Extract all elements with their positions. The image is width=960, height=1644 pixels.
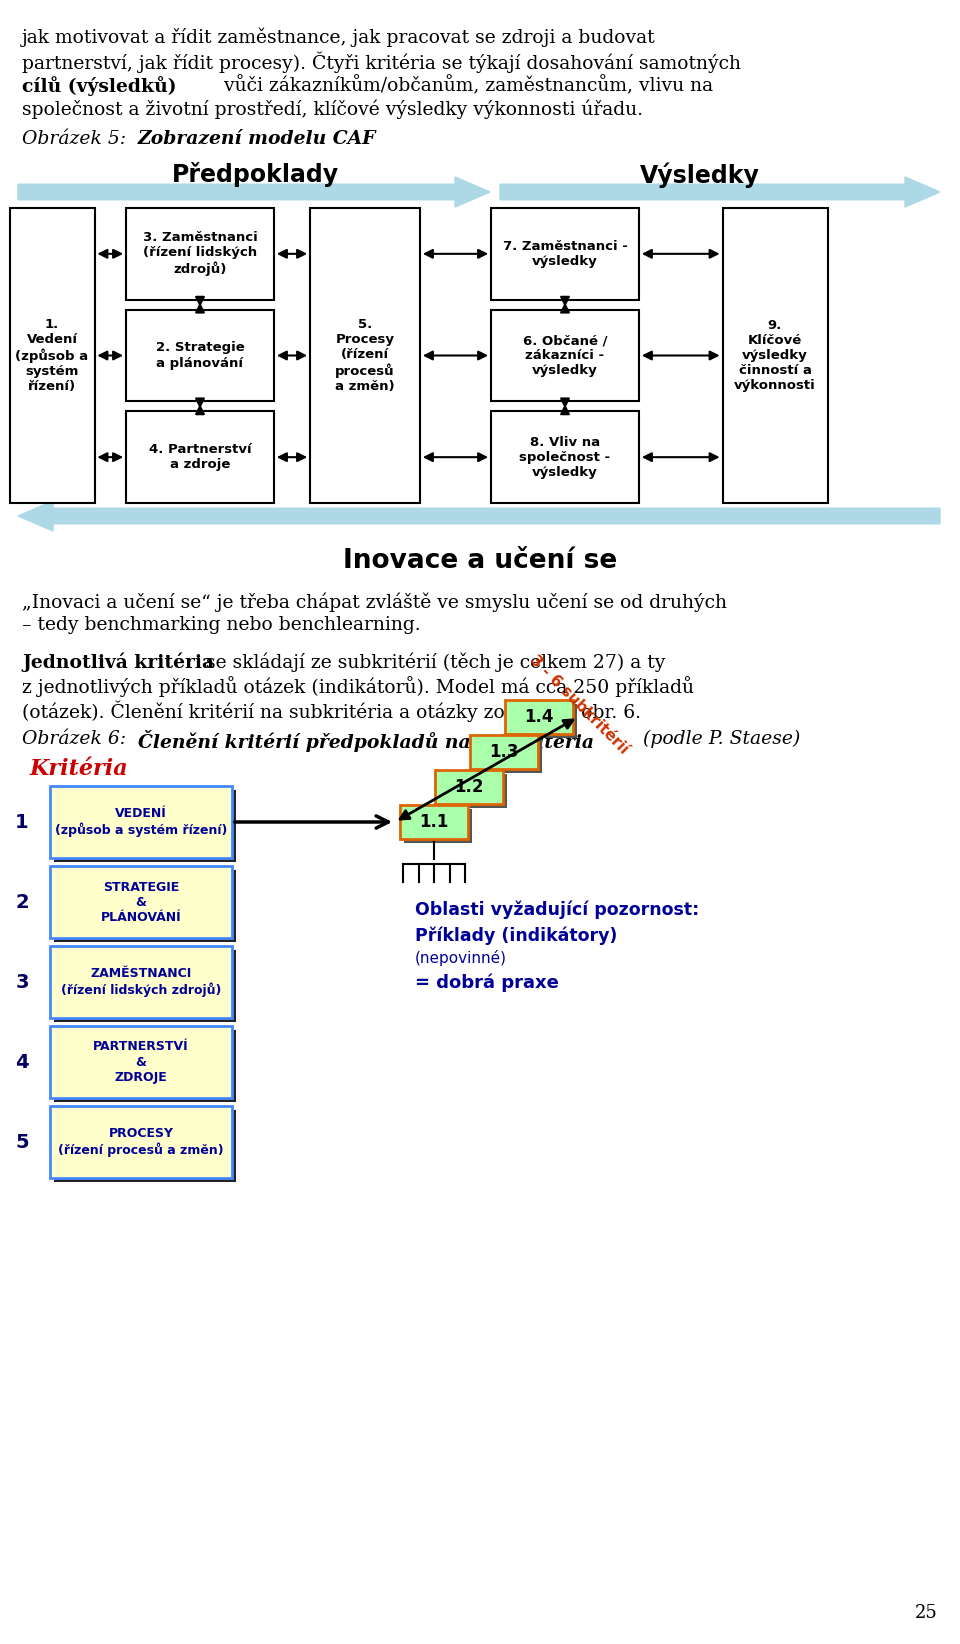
Text: (podle P. Staese): (podle P. Staese) bbox=[637, 730, 801, 748]
Text: jak motivovat a řídit zaměstnance, jak pracovat se zdroji a budovat: jak motivovat a řídit zaměstnance, jak p… bbox=[22, 28, 656, 48]
Text: 7. Zaměstnanci -
výsledky: 7. Zaměstnanci - výsledky bbox=[503, 240, 628, 268]
FancyBboxPatch shape bbox=[50, 786, 232, 858]
FancyBboxPatch shape bbox=[505, 700, 573, 733]
Text: STRATEGIE
&
PLÁNOVÁNÍ: STRATEGIE & PLÁNOVÁNÍ bbox=[101, 881, 181, 924]
FancyBboxPatch shape bbox=[509, 704, 577, 738]
FancyBboxPatch shape bbox=[54, 870, 236, 942]
FancyBboxPatch shape bbox=[491, 309, 639, 401]
FancyBboxPatch shape bbox=[310, 209, 420, 503]
Text: Členění kritérií předpokladů na subkritéria: Členění kritérií předpokladů na subkrité… bbox=[138, 730, 594, 751]
Polygon shape bbox=[18, 501, 940, 531]
Text: 1.3: 1.3 bbox=[490, 743, 518, 761]
FancyBboxPatch shape bbox=[54, 950, 236, 1023]
FancyBboxPatch shape bbox=[470, 735, 538, 769]
Text: (otázek). Členění kritérií na subkritéria a otázky zobrazuje obr. 6.: (otázek). Členění kritérií na subkritéri… bbox=[22, 700, 641, 722]
Text: Obrázek 5:: Obrázek 5: bbox=[22, 130, 132, 148]
FancyBboxPatch shape bbox=[54, 1110, 236, 1182]
FancyBboxPatch shape bbox=[50, 866, 232, 939]
Text: 5: 5 bbox=[15, 1133, 29, 1151]
FancyBboxPatch shape bbox=[50, 1026, 232, 1098]
Text: vůči zákazníkům/občanům, zaměstnancům, vlivu na: vůči zákazníkům/občanům, zaměstnancům, v… bbox=[218, 76, 713, 95]
Text: Výsledky: Výsledky bbox=[640, 163, 760, 187]
FancyBboxPatch shape bbox=[723, 209, 828, 503]
FancyBboxPatch shape bbox=[404, 809, 472, 843]
Text: „Inovaci a učení se“ je třeba chápat zvláště ve smyslu učení se od druhých: „Inovaci a učení se“ je třeba chápat zvl… bbox=[22, 592, 727, 612]
FancyBboxPatch shape bbox=[400, 806, 468, 838]
Text: partnerství, jak řídit procesy). Čtyři kritéria se týkají dosahování samotných: partnerství, jak řídit procesy). Čtyři k… bbox=[22, 53, 741, 74]
Text: 1.2: 1.2 bbox=[454, 778, 484, 796]
FancyBboxPatch shape bbox=[435, 769, 503, 804]
Text: Oblasti vyžadující pozornost:: Oblasti vyžadující pozornost: bbox=[415, 899, 699, 919]
FancyBboxPatch shape bbox=[10, 209, 94, 503]
FancyBboxPatch shape bbox=[50, 1106, 232, 1179]
Text: cílů (výsledků): cílů (výsledků) bbox=[22, 76, 177, 95]
Text: 3 - 6 subkritérií: 3 - 6 subkritérií bbox=[526, 653, 631, 756]
Text: ZAMĚSTNANCI
(řízení lidských zdrojů): ZAMĚSTNANCI (řízení lidských zdrojů) bbox=[60, 967, 221, 996]
Text: 3: 3 bbox=[15, 973, 29, 991]
Polygon shape bbox=[18, 178, 490, 207]
Text: 3. Zaměstnanci
(řízení lidských
zdrojů): 3. Zaměstnanci (řízení lidských zdrojů) bbox=[143, 232, 257, 276]
Text: 4. Partnerství
a zdroje: 4. Partnerství a zdroje bbox=[149, 444, 252, 472]
Text: 1: 1 bbox=[15, 812, 29, 832]
FancyBboxPatch shape bbox=[126, 309, 274, 401]
Text: PARTNERSTVÍ
&
ZDROJE: PARTNERSTVÍ & ZDROJE bbox=[93, 1041, 189, 1083]
Text: – tedy benchmarking nebo benchlearning.: – tedy benchmarking nebo benchlearning. bbox=[22, 616, 420, 635]
FancyBboxPatch shape bbox=[50, 945, 232, 1018]
Text: Kritéria: Kritéria bbox=[30, 758, 129, 779]
Text: Zobrazení modelu CAF: Zobrazení modelu CAF bbox=[138, 130, 376, 148]
Text: = dobrá praxe: = dobrá praxe bbox=[415, 973, 559, 991]
Text: VEDENÍ
(způsob a systém řízení): VEDENÍ (způsob a systém řízení) bbox=[55, 807, 228, 837]
FancyBboxPatch shape bbox=[474, 740, 542, 773]
Text: 4: 4 bbox=[15, 1052, 29, 1072]
FancyBboxPatch shape bbox=[126, 209, 274, 299]
Text: Příklady (indikátory): Příklady (indikátory) bbox=[415, 926, 617, 945]
Text: 2: 2 bbox=[15, 893, 29, 911]
Text: 5.
Procesy
(řízení
procesů
a změn): 5. Procesy (řízení procesů a změn) bbox=[335, 317, 395, 393]
Text: 1.1: 1.1 bbox=[420, 814, 448, 830]
Text: 8. Vliv na
společnost -
výsledky: 8. Vliv na společnost - výsledky bbox=[519, 436, 611, 478]
Text: společnost a životní prostředí, klíčové výsledky výkonnosti úřadu.: společnost a životní prostředí, klíčové … bbox=[22, 100, 643, 120]
FancyBboxPatch shape bbox=[126, 411, 274, 503]
Text: 6. Občané /
zákazníci -
výsledky: 6. Občané / zákazníci - výsledky bbox=[523, 334, 608, 376]
FancyBboxPatch shape bbox=[54, 791, 236, 861]
Text: Jednotlivá kritéria: Jednotlivá kritéria bbox=[22, 653, 214, 671]
Text: 1.
Vedení
(způsob a
systém
řízení): 1. Vedení (způsob a systém řízení) bbox=[15, 317, 88, 393]
Text: se skládají ze subkritérií (těch je celkem 27) a ty: se skládají ze subkritérií (těch je celk… bbox=[200, 653, 665, 671]
FancyBboxPatch shape bbox=[439, 774, 507, 807]
FancyBboxPatch shape bbox=[491, 209, 639, 299]
Text: PROCESY
(řízení procesů a změn): PROCESY (řízení procesů a změn) bbox=[59, 1128, 224, 1157]
Text: (nepovinné): (nepovinné) bbox=[415, 950, 507, 967]
Text: 2. Strategie
a plánování: 2. Strategie a plánování bbox=[156, 342, 245, 370]
Text: Obrázek 6:: Obrázek 6: bbox=[22, 730, 132, 748]
Text: 25: 25 bbox=[915, 1605, 938, 1623]
FancyBboxPatch shape bbox=[54, 1031, 236, 1101]
Text: 9.
Klíčové
výsledky
činností a
výkonnosti: 9. Klíčové výsledky činností a výkonnost… bbox=[734, 319, 816, 391]
Polygon shape bbox=[500, 178, 940, 207]
FancyBboxPatch shape bbox=[491, 411, 639, 503]
Text: Inovace a učení se: Inovace a učení se bbox=[343, 547, 617, 574]
Text: Předpoklady: Předpoklady bbox=[172, 163, 339, 187]
Text: z jednotlivých příkladů otázek (indikátorů). Model má cca 250 příkladů: z jednotlivých příkladů otázek (indikáto… bbox=[22, 676, 694, 697]
Text: 1.4: 1.4 bbox=[524, 709, 554, 727]
